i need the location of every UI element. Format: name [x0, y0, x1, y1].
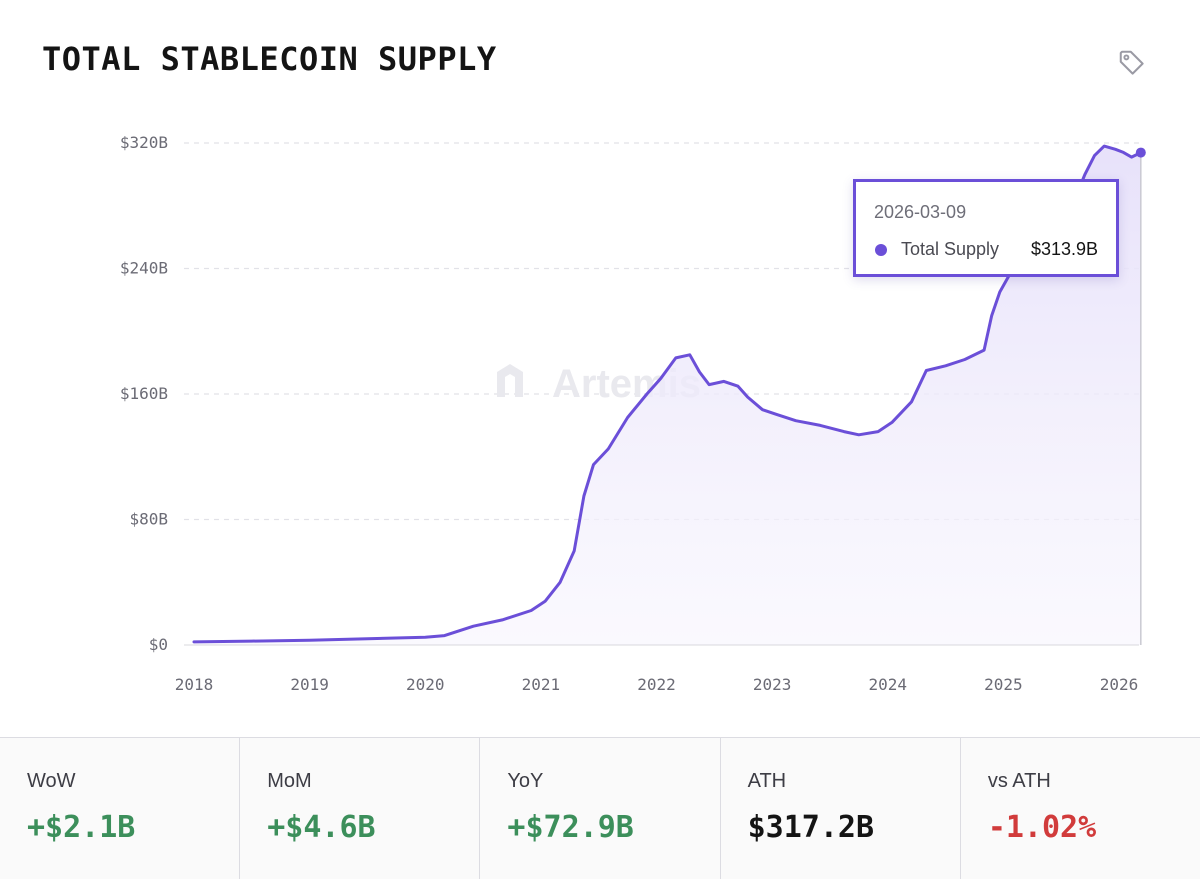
- stat-label: vs ATH: [987, 770, 1051, 792]
- series-dot-icon: [875, 244, 887, 256]
- tooltip-date: 2026-03-09: [874, 202, 967, 222]
- tag-icon[interactable]: [1117, 48, 1147, 78]
- tooltip-series-name: Total Supply: [901, 239, 1000, 259]
- tooltip-value: $313.9B: [1030, 239, 1098, 259]
- stat-label: YoY: [507, 770, 544, 792]
- stat-value: +$4.6B: [267, 810, 376, 845]
- x-tick-label: 2018: [175, 675, 214, 694]
- stat-wow: WoW +$2.1B: [0, 738, 241, 879]
- series-area: [194, 146, 1141, 645]
- x-tick-label: 2026: [1100, 675, 1139, 694]
- stat-label: ATH: [747, 770, 787, 792]
- stat-value: +$72.9B: [507, 810, 634, 845]
- y-tick-label: $320B: [120, 133, 168, 152]
- stat-value: -1.02%: [987, 810, 1097, 845]
- x-tick-label: 2023: [753, 675, 792, 694]
- x-tick-label: 2020: [406, 675, 445, 694]
- chart-title: TOTAL STABLECOIN SUPPLY: [42, 40, 497, 78]
- y-tick-label: $160B: [120, 384, 168, 403]
- stat-ath: ATH $317.2B: [721, 738, 961, 879]
- x-tick-label: 2024: [868, 675, 907, 694]
- stat-value: $317.2B: [747, 810, 875, 845]
- stat-vs-ath: vs ATH -1.02%: [961, 738, 1200, 879]
- stat-label: MoM: [267, 770, 312, 792]
- x-tick-label: 2022: [637, 675, 676, 694]
- hover-point: [1135, 147, 1146, 158]
- stat-value: +$2.1B: [27, 810, 136, 845]
- artemis-logo-icon: [497, 364, 523, 397]
- x-tick-label: 2019: [290, 675, 329, 694]
- y-tick-label: $240B: [120, 259, 168, 278]
- chart-tooltip: 2026-03-09 Total Supply $313.9B: [853, 179, 1119, 277]
- supply-chart[interactable]: Artemis $0$80B$160B$240B$320B 2018 2019 20…: [0, 0, 1200, 737]
- stat-mom: MoM +$4.6B: [240, 738, 481, 879]
- stat-label: WoW: [27, 770, 76, 792]
- y-tick-label: $0: [149, 635, 168, 654]
- stat-yoy: YoY +$72.9B: [480, 738, 721, 879]
- y-axis: $0 $80B $160B $240B $320B: [120, 133, 168, 654]
- y-tick-label: $80B: [129, 510, 168, 529]
- stats-bar: WoW +$2.1B MoM +$4.6B YoY +$72.9B ATH $3…: [0, 737, 1200, 879]
- x-axis: 2018 2019 2020 2021 2022 2023 2024 2025 2026: [175, 675, 1139, 694]
- x-tick-label: 2021: [522, 675, 561, 694]
- x-tick-label: 2025: [984, 675, 1023, 694]
